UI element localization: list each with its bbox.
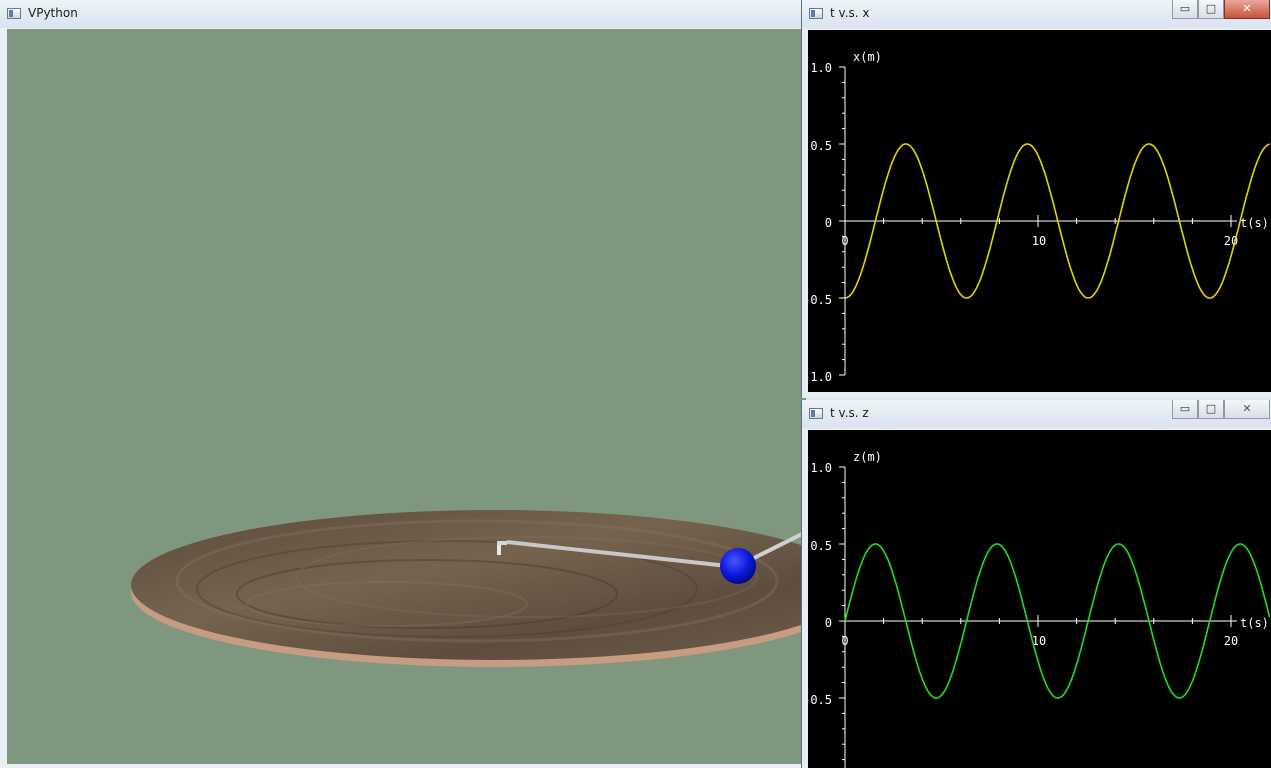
vpython-scene-window: VPython bbox=[0, 0, 806, 764]
y-tick-label: -0.5 bbox=[808, 693, 832, 707]
y-tick-label: -1.0 bbox=[808, 370, 832, 384]
turntable-top bbox=[131, 510, 806, 660]
graph-z-title: t v.s. z bbox=[830, 406, 869, 420]
y-axis-label: z(m) bbox=[853, 450, 882, 464]
turntable bbox=[131, 510, 806, 667]
graph-window-z: t v.s. z ▭ □ ✕ z(m) t(s) 1.0 0.5 0 -0.5 … bbox=[801, 400, 1271, 768]
y-tick-label: 0.5 bbox=[810, 139, 832, 153]
x-axis-label: t(s) bbox=[1240, 616, 1269, 630]
x-axis-label: t(s) bbox=[1240, 216, 1269, 230]
scene-canvas[interactable] bbox=[7, 29, 806, 764]
close-button[interactable]: ✕ bbox=[1224, 0, 1270, 19]
graph-z-window-controls: ▭ □ ✕ bbox=[1172, 400, 1271, 420]
graph-x-titlebar[interactable]: t v.s. x ▭ □ ✕ bbox=[802, 0, 1271, 28]
y-tick-label: -0.5 bbox=[808, 293, 832, 307]
y-tick-label: 0 bbox=[825, 216, 832, 230]
y-tick-label: 0.5 bbox=[810, 539, 832, 553]
graph-z-svg: z(m) t(s) 1.0 0.5 0 -0.5 0 10 20 bbox=[803, 450, 1271, 768]
graph-z-titlebar[interactable]: t v.s. z ▭ □ ✕ bbox=[802, 400, 1271, 428]
y-tick-label: 1.0 bbox=[810, 61, 832, 75]
minimize-button[interactable]: ▭ bbox=[1172, 400, 1198, 419]
y-axis-label: x(m) bbox=[853, 50, 882, 64]
series-line-x bbox=[844, 143, 1270, 299]
window-app-icon bbox=[809, 408, 823, 419]
graph-z-plot: z(m) t(s) 1.0 0.5 0 -0.5 0 10 20 bbox=[803, 430, 1271, 768]
x-tick-label: 20 bbox=[1224, 634, 1238, 648]
x-tick-label: 0 bbox=[841, 234, 848, 248]
graph-x-title: t v.s. x bbox=[830, 6, 870, 20]
maximize-button[interactable]: □ bbox=[1198, 400, 1224, 419]
graph-x-svg: x(m) t(s) 1.0 0.5 0 -0.5 -1.0 0 10 20 bbox=[803, 50, 1270, 384]
spring-segment bbox=[751, 530, 806, 561]
x-tick-label: 10 bbox=[1032, 234, 1046, 248]
scene-titlebar[interactable]: VPython bbox=[0, 0, 806, 28]
scene-svg bbox=[7, 29, 806, 764]
scene-window-title: VPython bbox=[28, 6, 78, 20]
graph-x-plot: x(m) t(s) 1.0 0.5 0 -0.5 -1.0 0 10 20 bbox=[803, 30, 1271, 392]
y-tick-label: 0 bbox=[825, 616, 832, 630]
graph-window-x: t v.s. x ▭ □ ✕ x(m) t(s) 1.0 0.5 0 -0.5 … bbox=[801, 0, 1271, 398]
maximize-button[interactable]: □ bbox=[1198, 0, 1224, 19]
y-tick-label: 1.0 bbox=[810, 461, 832, 475]
blue-ball bbox=[720, 548, 756, 584]
x-tick-label: 0 bbox=[841, 634, 848, 648]
window-app-icon bbox=[809, 8, 823, 19]
window-app-icon bbox=[7, 8, 21, 19]
pivot-post bbox=[497, 541, 507, 555]
series-line-z bbox=[844, 543, 1271, 699]
rod bbox=[506, 540, 738, 569]
x-tick-label: 10 bbox=[1032, 634, 1046, 648]
close-button[interactable]: ✕ bbox=[1224, 400, 1270, 419]
graph-x-window-controls: ▭ □ ✕ bbox=[1172, 0, 1271, 20]
minimize-button[interactable]: ▭ bbox=[1172, 0, 1198, 19]
